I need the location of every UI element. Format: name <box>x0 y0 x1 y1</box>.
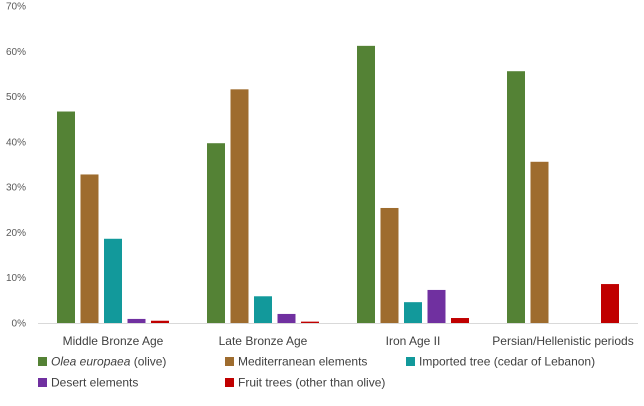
legend-item: Olea europaea (olive) <box>38 355 166 369</box>
bar <box>357 45 375 323</box>
bar <box>451 318 469 323</box>
x-axis: Middle Bronze Age Late Bronze Age Iron Age… <box>38 323 638 348</box>
legend-item: Desert elements <box>38 376 138 390</box>
bar <box>104 238 122 323</box>
legend-swatch <box>225 357 234 366</box>
y-tick-label: 30% <box>6 183 26 194</box>
bar <box>301 321 319 323</box>
bar <box>507 71 525 323</box>
x-tick-label: Late Bronze Age <box>219 334 308 348</box>
bar <box>254 296 272 323</box>
x-tick-label: Middle Bronze Age <box>63 334 164 348</box>
x-tick-label: Iron Age II <box>386 334 441 348</box>
bar <box>277 313 296 323</box>
bar <box>601 284 619 323</box>
y-tick-label: 60% <box>6 47 26 58</box>
bar <box>127 318 146 323</box>
legend-label-italic: Olea europaea <box>51 355 131 369</box>
bar <box>427 289 446 323</box>
legend-item: Imported tree (cedar of Lebanon) <box>406 355 595 369</box>
bar <box>80 174 99 323</box>
y-tick-label: 20% <box>6 228 26 239</box>
y-tick-label: 0% <box>12 319 27 330</box>
y-tick-label: 50% <box>6 92 26 103</box>
bar <box>530 161 549 323</box>
legend-swatch <box>38 357 47 366</box>
bar <box>404 302 422 323</box>
y-tick-label: 70% <box>6 2 26 13</box>
legend-label: Mediterranean elements <box>238 355 367 369</box>
bar <box>380 207 399 323</box>
legend-item: Mediterranean elements <box>225 355 367 369</box>
legend: Olea europaea (olive) Mediterranean eleme… <box>38 355 595 390</box>
legend-swatch <box>38 378 47 387</box>
bar-marks <box>57 45 619 323</box>
y-tick-label: 40% <box>6 137 26 148</box>
bar <box>57 111 75 323</box>
bar <box>151 320 169 323</box>
legend-label: Imported tree (cedar of Lebanon) <box>419 355 595 369</box>
legend-item: Fruit trees (other than olive) <box>225 376 385 390</box>
y-tick-label: 10% <box>6 273 26 284</box>
legend-label: Fruit trees (other than olive) <box>238 376 385 390</box>
y-axis: 0% 10% 20% 30% 40% 50% 60% 70% <box>6 2 26 330</box>
legend-label: Olea europaea (olive) <box>51 355 166 369</box>
legend-swatch <box>225 378 234 387</box>
legend-swatch <box>406 357 415 366</box>
legend-label: Desert elements <box>51 376 138 390</box>
bar <box>230 89 249 323</box>
bar <box>207 143 225 323</box>
legend-label-rest: (olive) <box>130 355 166 369</box>
x-tick-label: Persian/Hellenistic periods <box>492 334 633 348</box>
